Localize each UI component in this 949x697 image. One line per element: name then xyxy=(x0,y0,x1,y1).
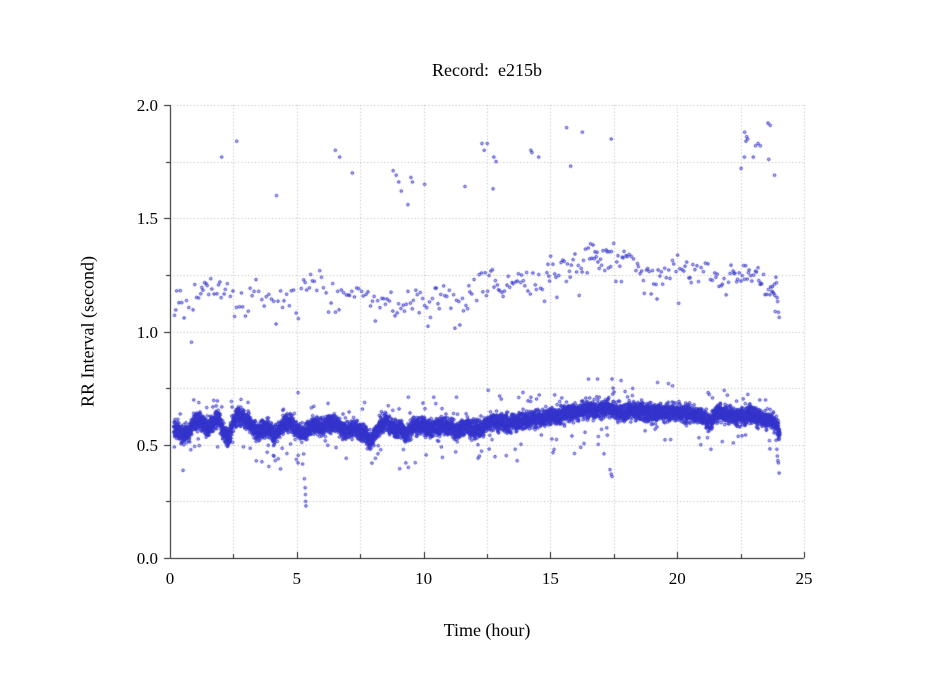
y-tick-label: 1.0 xyxy=(136,322,158,342)
chart-title: Record: e215b xyxy=(432,60,542,80)
x-tick-label: 5 xyxy=(292,569,302,588)
x-axis-label: Time (hour) xyxy=(443,620,531,640)
x-tick-label: 10 xyxy=(415,569,433,588)
y-tick-label: 1.5 xyxy=(136,209,158,229)
y-tick-label: 0.5 xyxy=(136,435,158,455)
x-tick-label: 20 xyxy=(668,569,686,588)
y-tick-label: 0.0 xyxy=(136,549,158,568)
x-tick-label: 25 xyxy=(795,569,813,588)
x-tick-label: 0 xyxy=(165,569,175,588)
y-axis-label: RR Interval (second) xyxy=(77,256,98,407)
y-tick-label: 2.0 xyxy=(136,96,158,115)
x-tick-label: 15 xyxy=(541,569,559,588)
